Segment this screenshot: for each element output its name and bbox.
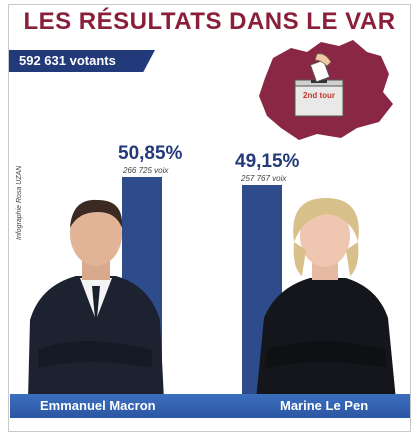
value-label-le-pen: 49,15% — [235, 151, 300, 172]
ballot-box-icon: 2nd tour — [294, 53, 344, 117]
category-label-macron: Emmanuel Macron — [40, 398, 156, 413]
var-map-icon: 2nd tour — [259, 40, 393, 140]
names-band — [10, 394, 410, 418]
macron-portrait — [28, 199, 164, 400]
voters-badge: 592 631 votants — [9, 50, 155, 72]
value-label-macron: 50,85% — [118, 143, 183, 164]
chart-title: LES RÉSULTATS DANS LE VAR — [23, 8, 396, 35]
le-pen-portrait — [256, 198, 396, 400]
votes-label-macron: 266 725 voix — [123, 166, 169, 175]
category-label-le-pen: Marine Le Pen — [280, 398, 369, 413]
ballot-box-label: 2nd tour — [303, 91, 335, 100]
votes-label-le-pen: 257 767 voix — [241, 174, 287, 183]
